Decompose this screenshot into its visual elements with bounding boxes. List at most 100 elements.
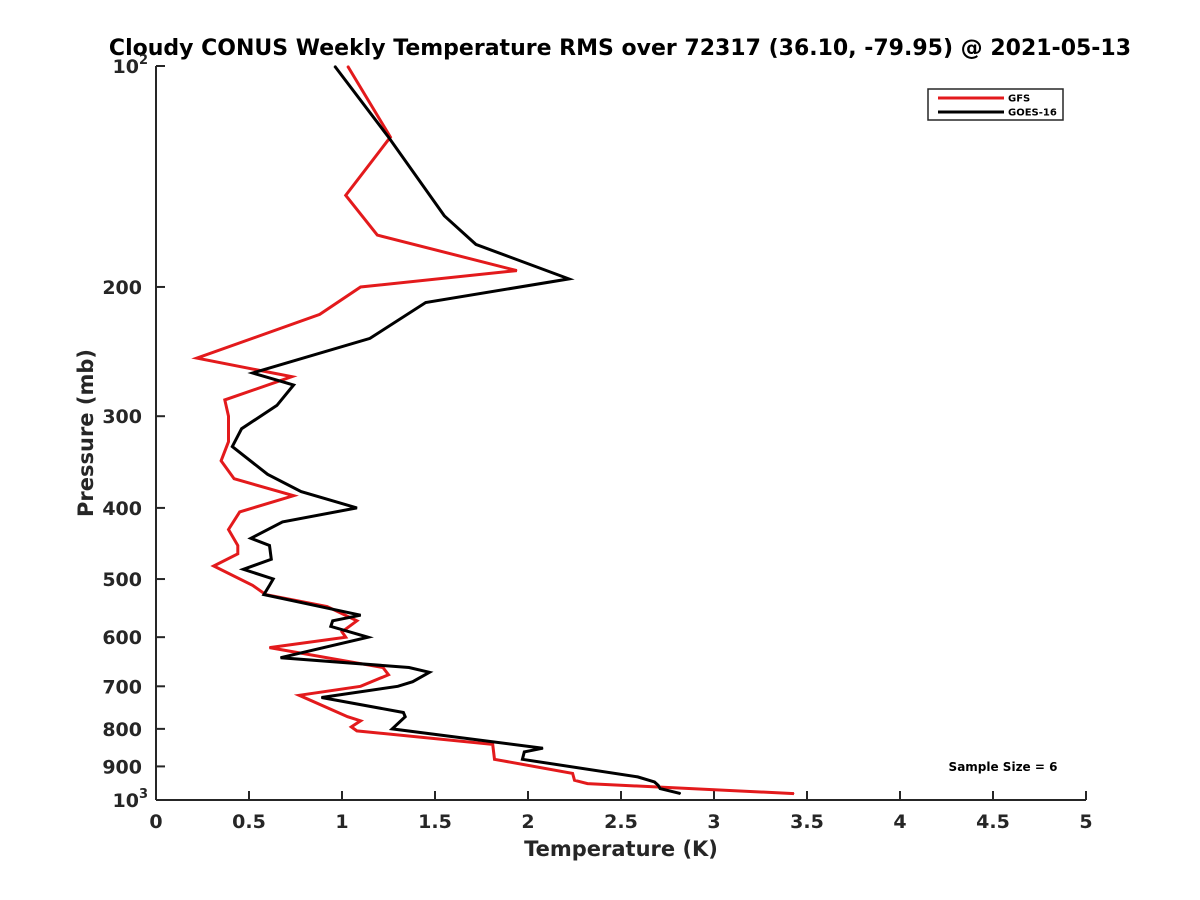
y-tick-base: 10 — [113, 56, 139, 78]
data-point — [356, 730, 358, 732]
x-tick-label: 2 — [521, 811, 534, 833]
legend-label: GFS — [1008, 94, 1030, 105]
data-point — [404, 716, 406, 718]
data-point — [367, 636, 369, 638]
data-point — [291, 376, 293, 378]
y-tick-label: 800 — [102, 719, 142, 741]
data-point — [347, 716, 349, 718]
y-tick-label: 300 — [102, 406, 142, 428]
data-point — [388, 136, 389, 138]
data-point — [402, 712, 404, 714]
data-point — [793, 793, 795, 795]
data-point — [224, 399, 226, 401]
y-axis-title: Pressure (mb) — [74, 349, 98, 517]
x-tick-label: 0 — [149, 811, 162, 833]
data-point — [281, 521, 283, 523]
data-point — [657, 784, 659, 786]
x-tick-label: 4.5 — [976, 811, 1010, 833]
x-tick-label: 2.5 — [604, 811, 638, 833]
x-axis-title: Temperature (K) — [524, 837, 718, 861]
data-point — [319, 313, 321, 315]
y-tick-label: 200 — [102, 277, 142, 299]
data-point — [268, 647, 270, 649]
x-tick-label: 1 — [335, 811, 348, 833]
data-point — [542, 747, 544, 749]
data-point — [494, 758, 496, 760]
data-point — [233, 478, 235, 480]
data-point — [332, 620, 334, 622]
x-tick-label: 5 — [1079, 811, 1092, 833]
data-point — [293, 384, 295, 386]
data-point — [587, 783, 589, 785]
data-point — [250, 537, 252, 539]
data-point — [268, 584, 270, 586]
data-point — [428, 671, 430, 673]
series-line — [230, 65, 681, 796]
data-point — [574, 779, 575, 781]
data-point — [680, 793, 682, 795]
data-point — [321, 696, 323, 698]
data-point — [241, 428, 243, 430]
data-point — [360, 286, 362, 288]
x-tick-label: 0.5 — [232, 811, 266, 833]
data-point — [412, 681, 414, 683]
y-tick-label: 900 — [102, 756, 142, 778]
y-tick-label: 400 — [102, 498, 142, 520]
x-tick-label: 3 — [707, 811, 720, 833]
data-point — [369, 337, 371, 339]
data-point — [347, 65, 349, 67]
data-point — [345, 194, 347, 196]
data-point — [659, 788, 661, 790]
data-point — [293, 495, 295, 497]
data-point — [356, 620, 358, 622]
data-point — [360, 614, 362, 616]
plot-area: 0 0.5 1 1.5 2 2.5 3 3.5 4 4.5 5 102200300400500600… — [102, 53, 1092, 833]
x-tick-label: 1.5 — [418, 811, 452, 833]
data-point — [334, 65, 336, 67]
data-point — [356, 507, 358, 509]
data-point — [276, 404, 278, 406]
legend-box — [927, 88, 1064, 121]
data-point — [268, 544, 270, 546]
data-point — [492, 743, 494, 745]
data-point — [345, 636, 347, 638]
data-point — [300, 491, 302, 493]
data-point — [213, 565, 215, 567]
data-point — [330, 625, 332, 627]
data-point — [242, 568, 244, 570]
data-point — [231, 446, 233, 448]
series-goes-16 — [230, 65, 682, 796]
legend: GFS GOES-16 — [927, 88, 1064, 121]
data-point — [376, 234, 378, 236]
data-point — [360, 720, 362, 722]
series-layer — [191, 65, 795, 796]
data-point — [239, 511, 241, 513]
data-point — [341, 631, 343, 633]
x-tick-label: 3.5 — [790, 811, 824, 833]
data-point — [521, 758, 523, 760]
data-point — [443, 215, 445, 217]
y-tick-label: 102 — [113, 53, 149, 78]
data-point — [237, 544, 239, 546]
data-point — [382, 667, 384, 669]
data-point — [653, 781, 655, 783]
data-point — [516, 270, 518, 272]
y-tick-exponent: 2 — [139, 53, 148, 68]
data-point — [270, 558, 272, 560]
data-point — [196, 357, 198, 359]
data-point — [263, 594, 265, 596]
data-point — [350, 726, 352, 728]
data-point — [252, 372, 254, 374]
data-point — [252, 584, 254, 586]
data-point — [572, 772, 574, 774]
data-point — [228, 441, 230, 443]
data-point — [568, 278, 570, 280]
y-tick-label: 500 — [102, 569, 142, 591]
data-point — [280, 657, 282, 659]
data-point — [228, 528, 230, 530]
data-point — [388, 674, 389, 676]
data-point — [298, 694, 300, 696]
series-gfs — [191, 65, 795, 796]
